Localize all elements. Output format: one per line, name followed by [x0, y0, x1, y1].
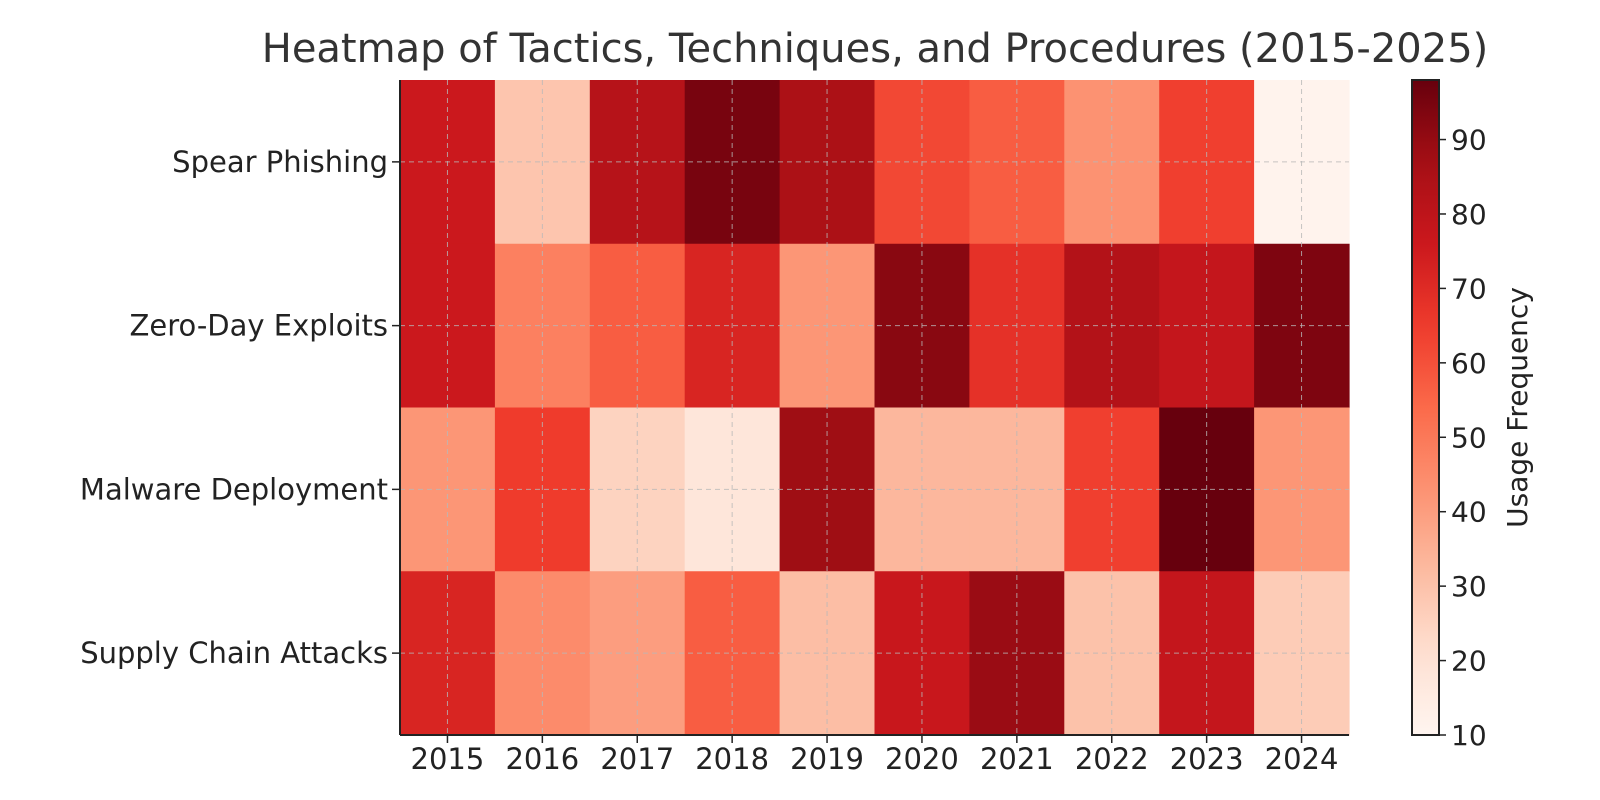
- colorbar-tick-label: 90: [1451, 124, 1487, 157]
- grid-lines: [400, 80, 1349, 735]
- colorbar-tick-label: 40: [1451, 496, 1487, 529]
- colorbar-tick-label: 10: [1451, 719, 1487, 752]
- colorbar-tick-label: 80: [1451, 198, 1487, 231]
- y-tick-label: Supply Chain Attacks: [80, 636, 388, 670]
- x-tick-label: 2016: [505, 742, 579, 776]
- x-tick-label: 2021: [980, 742, 1054, 776]
- x-tick-label: 2022: [1075, 742, 1149, 776]
- colorbar-tick-label: 20: [1451, 645, 1487, 678]
- x-tick-label: 2017: [600, 742, 674, 776]
- x-tick-label: 2020: [885, 742, 959, 776]
- y-tick-label: Spear Phishing: [172, 145, 388, 179]
- colorbar-tick-label: 60: [1451, 347, 1487, 380]
- colorbar-tick-label: 30: [1451, 570, 1487, 603]
- y-axis-ticks: Spear Phishing Zero-Day Exploits Malware D…: [80, 145, 400, 670]
- colorbar: 10 20 30 40 50 60 70 80 90 Usage Frequency: [1411, 79, 1534, 752]
- colorbar-tick-label: 70: [1451, 272, 1487, 305]
- colorbar-scale: [1411, 79, 1440, 736]
- x-axis-ticks: 2015 2016 2017 2018 2019 2020 2021 2022 2023 2024: [411, 735, 1339, 776]
- colorbar-label: Usage Frequency: [1501, 287, 1534, 528]
- y-tick-label: Malware Deployment: [80, 472, 388, 506]
- axes: [399, 80, 1349, 736]
- x-tick-label: 2015: [411, 742, 485, 776]
- x-tick-label: 2024: [1265, 742, 1339, 776]
- chart-title: Heatmap of Tactics, Techniques, and Proc…: [262, 26, 1489, 72]
- colorbar-tick-label: 50: [1451, 421, 1487, 454]
- x-tick-label: 2023: [1170, 742, 1244, 776]
- y-tick-label: Zero-Day Exploits: [130, 309, 388, 343]
- x-tick-label: 2018: [695, 742, 769, 776]
- x-tick-label: 2019: [790, 742, 864, 776]
